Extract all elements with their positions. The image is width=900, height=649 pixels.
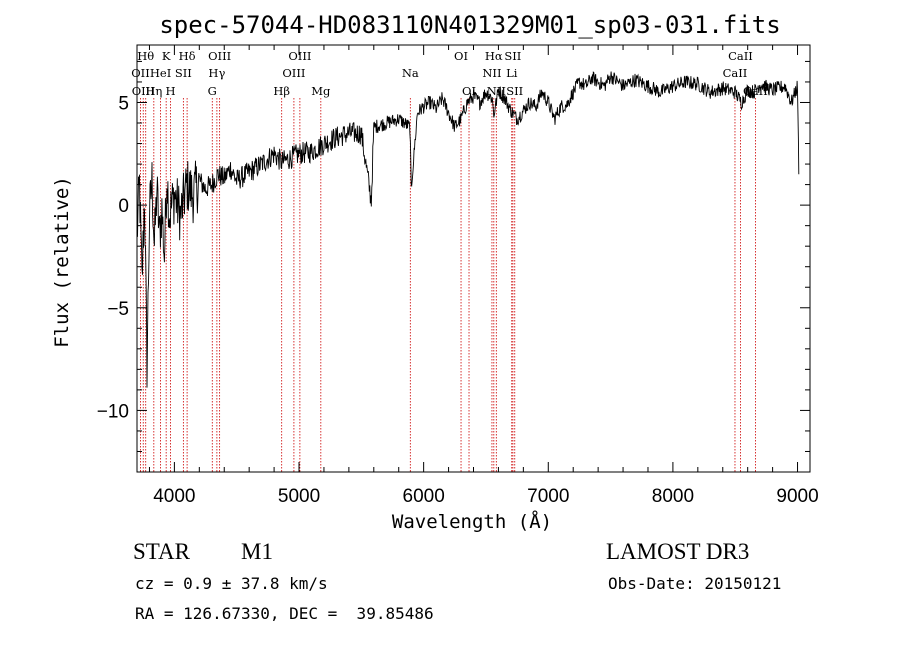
spectral-line-label: NII bbox=[482, 66, 501, 80]
y-tick-label: −10 bbox=[97, 401, 129, 422]
x-axis-label: Wavelength (Å) bbox=[392, 510, 552, 533]
spectral-line-label: CaII bbox=[723, 66, 748, 80]
spectral-line-label: Hθ bbox=[137, 49, 154, 63]
redshift-value: cz = 0.9 ± 37.8 km/s bbox=[135, 574, 328, 593]
x-tick-label: 6000 bbox=[403, 486, 445, 507]
spectral-lines: OIIOIIIHθHηHeIKHSIIHδGHγOIIIHβOIIIOIIIMg… bbox=[131, 49, 768, 472]
spectral-line-label: OIII bbox=[208, 49, 231, 63]
spectral-line-label: HeI bbox=[150, 66, 171, 80]
spectral-line-label: SII bbox=[175, 66, 192, 80]
spectral-line-label: OI bbox=[454, 49, 468, 63]
spectral-line-label: Na bbox=[402, 66, 419, 80]
coordinates: RA = 126.67330, DEC = 39.85486 bbox=[135, 604, 434, 623]
x-tick-label: 5000 bbox=[278, 486, 320, 507]
spectral-line-label: NII bbox=[487, 84, 506, 98]
spectral-line-label: H bbox=[166, 84, 176, 98]
spectral-line-label: OI bbox=[462, 84, 476, 98]
object-subclass: M1 bbox=[241, 539, 273, 564]
spectrum-series-line bbox=[136, 71, 800, 388]
axis-ticks: 4000 5000 6000 7000 8000 9000 −10 −5 0 5 bbox=[97, 45, 819, 507]
survey-name: LAMOST DR3 bbox=[606, 539, 750, 564]
spectral-line-label: Hα bbox=[485, 49, 503, 63]
object-class: STAR bbox=[133, 539, 190, 564]
x-tick-label: 9000 bbox=[776, 486, 818, 507]
spectral-line-label: Hγ bbox=[208, 66, 225, 80]
spectral-line-label: CaII bbox=[728, 49, 753, 63]
series-layer bbox=[136, 71, 800, 388]
spectral-line-label: Li bbox=[506, 66, 518, 80]
x-tick-label: 8000 bbox=[652, 486, 694, 507]
spectral-line-label: K bbox=[162, 49, 171, 63]
spectral-line-label: OIII bbox=[288, 49, 311, 63]
chart-title: spec-57044-HD083110N401329M01_sp03-031.f… bbox=[159, 11, 780, 39]
spectral-line-label: Mg bbox=[311, 84, 331, 98]
x-tick-label: 4000 bbox=[153, 486, 195, 507]
spectral-line-label: OIII bbox=[282, 66, 305, 80]
spectral-line-label: Hβ bbox=[273, 84, 290, 98]
y-axis-label: Flux (relative) bbox=[51, 176, 73, 348]
y-tick-label: 5 bbox=[118, 93, 129, 114]
x-tick-label: 7000 bbox=[527, 486, 569, 507]
y-tick-label: 0 bbox=[118, 196, 129, 217]
spectral-line-label: Hη bbox=[145, 84, 162, 98]
spectral-line-label: Hδ bbox=[179, 49, 196, 63]
plot-frame bbox=[136, 44, 811, 473]
y-tick-label: −5 bbox=[107, 299, 129, 320]
observation-date: Obs-Date: 20150121 bbox=[608, 574, 782, 593]
spectral-line-label: SII bbox=[504, 49, 521, 63]
spectral-line-label: SII bbox=[506, 84, 523, 98]
spectral-line-label: G bbox=[208, 84, 217, 98]
spectral-line-label: OII bbox=[131, 66, 150, 80]
